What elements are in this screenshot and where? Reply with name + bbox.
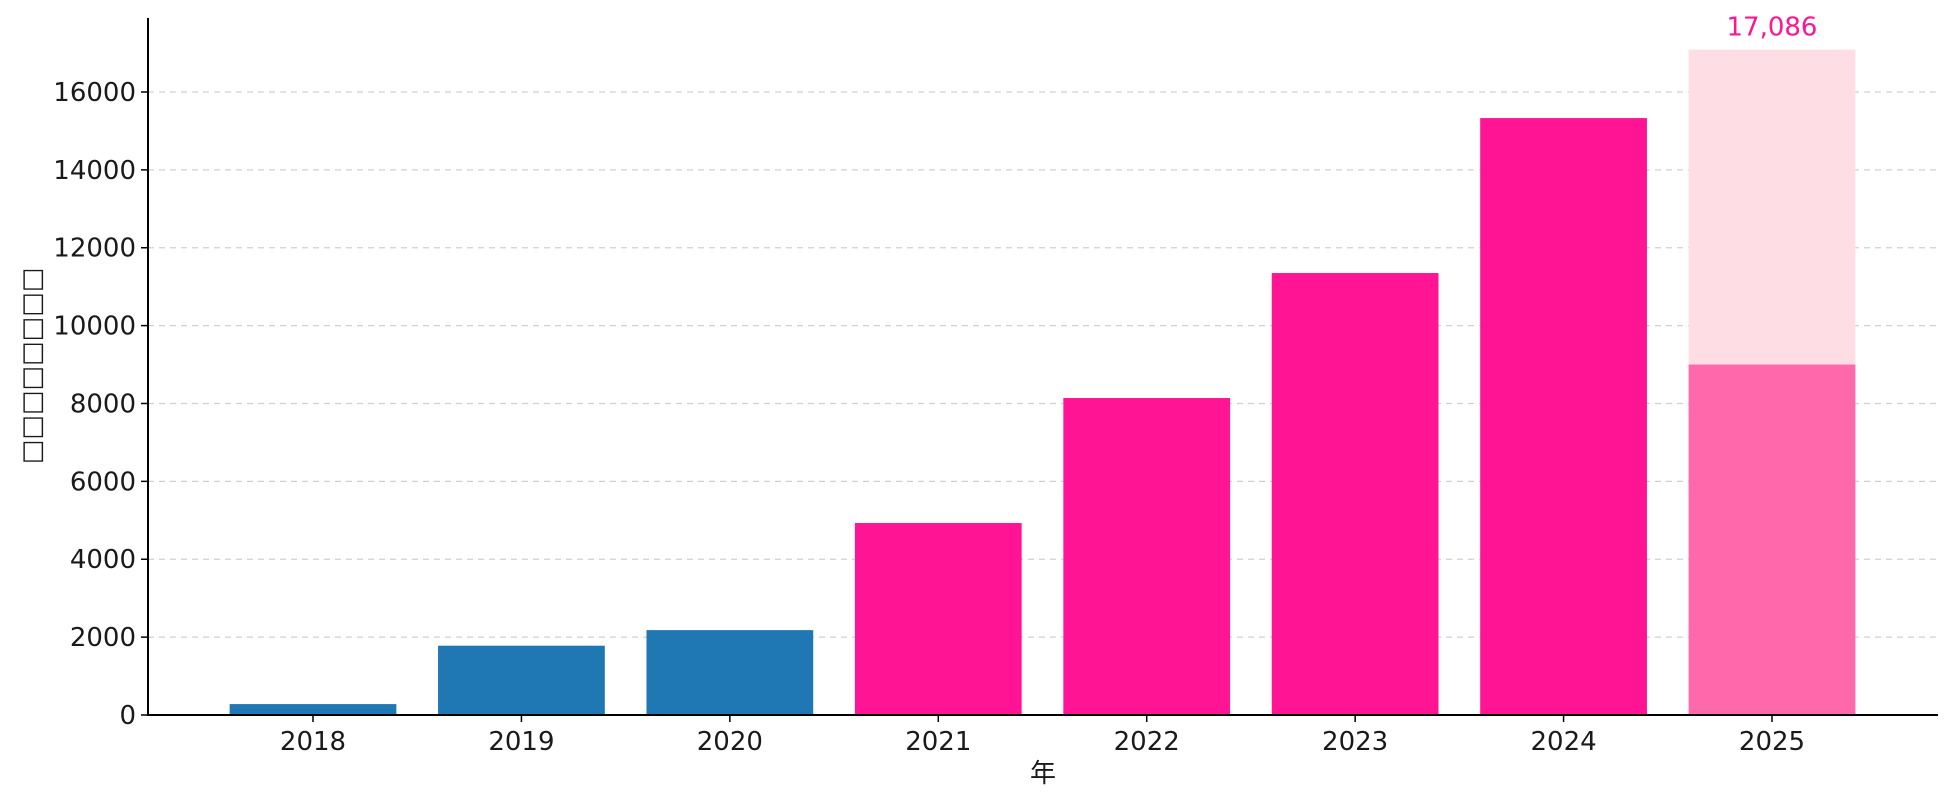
y-tick-label: 8000 — [70, 389, 136, 419]
bar — [1271, 273, 1439, 715]
y-axis-title: □□□□□□□□ — [17, 268, 47, 465]
x-tick-label: 2020 — [697, 727, 763, 757]
bars — [229, 49, 1856, 715]
y-tick-label: 14000 — [53, 156, 136, 186]
x-tick-label: 2023 — [1322, 727, 1388, 757]
data-label: 17,086 — [1727, 13, 1818, 43]
y-tick-label: 6000 — [70, 467, 136, 497]
y-tick-label: 2000 — [70, 623, 136, 653]
x-tick-label: 2019 — [488, 727, 554, 757]
y-tick-label: 12000 — [53, 234, 136, 264]
bar — [646, 630, 814, 715]
bar — [1688, 364, 1856, 715]
x-tick-label: 2018 — [280, 727, 346, 757]
data-labels: 17,086 — [1727, 13, 1818, 43]
y-tick-label: 0 — [119, 701, 136, 731]
x-axis-title: 年 — [1030, 759, 1056, 789]
bar — [1063, 398, 1231, 715]
gridlines — [148, 91, 1938, 638]
bar — [438, 645, 605, 715]
bar — [854, 523, 1022, 715]
x-tick-label: 2021 — [905, 727, 971, 757]
x-tick-label: 2022 — [1114, 727, 1180, 757]
bar — [229, 704, 397, 715]
x-tick-label: 2025 — [1739, 727, 1805, 757]
x-tick-label: 2024 — [1530, 727, 1596, 757]
y-tick-label: 4000 — [70, 545, 136, 575]
y-tick-label: 10000 — [53, 312, 136, 342]
y-tick-label: 16000 — [53, 78, 136, 108]
tick-labels: 0 2000 4000 6000 8000 10000 12000 14000 16000 201… — [53, 78, 1805, 757]
bar — [1480, 118, 1647, 715]
